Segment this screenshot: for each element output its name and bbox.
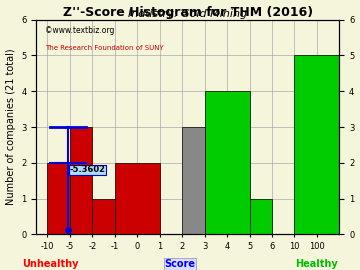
Bar [48, 163, 70, 234]
Text: -5.3602: -5.3602 [69, 166, 105, 174]
Text: The Research Foundation of SUNY: The Research Foundation of SUNY [45, 45, 164, 52]
Text: Healthy: Healthy [296, 259, 338, 269]
Bar [294, 56, 339, 234]
Bar [204, 91, 249, 234]
Title: Z''-Score Histogram for THM (2016): Z''-Score Histogram for THM (2016) [63, 6, 313, 19]
Text: Score: Score [165, 259, 195, 269]
Text: ©www.textbiz.org: ©www.textbiz.org [45, 26, 115, 35]
Bar [115, 163, 160, 234]
Y-axis label: Number of companies (21 total): Number of companies (21 total) [5, 49, 15, 205]
Bar [93, 198, 115, 234]
Bar [182, 127, 204, 234]
Text: Unhealthy: Unhealthy [22, 259, 78, 269]
Bar [70, 127, 93, 234]
Text: Industry: Gold Mining: Industry: Gold Mining [128, 9, 247, 19]
Bar [249, 198, 272, 234]
